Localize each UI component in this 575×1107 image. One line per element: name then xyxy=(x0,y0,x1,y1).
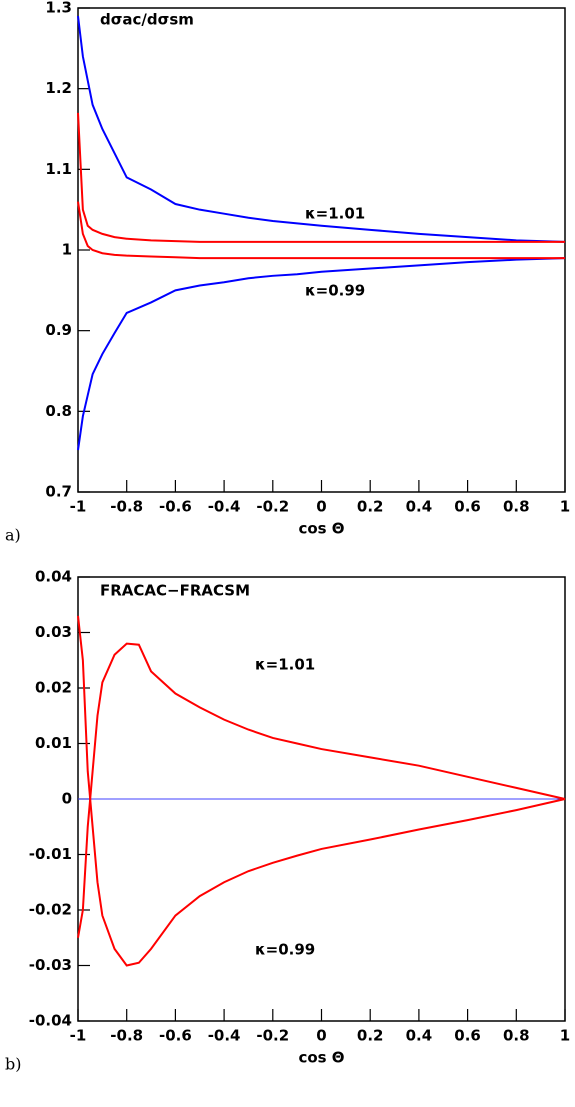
chart-title: dσac/dσsm xyxy=(100,11,194,29)
y-tick-label: 1 xyxy=(62,241,72,259)
x-tick-label: 0.6 xyxy=(454,1027,481,1045)
x-tick-label: -0.4 xyxy=(208,498,241,516)
x-tick-label: -0.8 xyxy=(110,498,143,516)
x-tick-label: -0.6 xyxy=(159,498,192,516)
y-tick-label: 0.9 xyxy=(45,321,72,339)
data-line xyxy=(77,642,566,938)
y-tick-label: -0.04 xyxy=(29,1012,72,1030)
annotation: κ=0.99 xyxy=(255,941,315,959)
y-tick-label: 0.01 xyxy=(35,734,72,752)
x-tick-label: -0.4 xyxy=(208,1027,241,1045)
x-axis-label: cos Θ xyxy=(298,520,344,538)
data-line xyxy=(77,112,565,243)
panel-label: a) xyxy=(5,526,21,545)
x-axis-label: cos Θ xyxy=(298,1049,344,1067)
x-tick-label: 0.8 xyxy=(503,1027,530,1045)
plot-frame xyxy=(77,7,566,493)
annotation: κ=0.99 xyxy=(305,282,365,300)
x-tick-label: 1 xyxy=(560,1027,570,1045)
x-tick-label: -1 xyxy=(70,498,87,516)
x-tick-label: 0.8 xyxy=(503,498,530,516)
x-tick-label: 0.6 xyxy=(454,498,481,516)
x-tick-label: -1 xyxy=(70,1027,87,1045)
y-tick-label: 1.1 xyxy=(45,160,72,178)
data-line xyxy=(77,15,566,243)
x-tick-label: -0.2 xyxy=(256,1027,289,1045)
y-tick-label: -0.02 xyxy=(29,901,72,919)
y-tick-label: 0.03 xyxy=(35,623,72,641)
x-tick-label: 0.2 xyxy=(357,498,384,516)
chart-title: FRACAC−FRACSM xyxy=(100,582,250,600)
x-tick-label: 0.2 xyxy=(357,1027,384,1045)
y-tick-label: 0 xyxy=(62,790,72,808)
x-tick-label: 0 xyxy=(316,498,326,516)
x-tick-label: 0 xyxy=(316,1027,326,1045)
y-tick-label: 0.04 xyxy=(35,568,72,586)
x-tick-label: 0.4 xyxy=(406,498,433,516)
y-tick-label: -0.01 xyxy=(29,845,72,863)
annotation: κ=1.01 xyxy=(305,205,365,223)
y-tick-label: 0.7 xyxy=(45,483,72,501)
x-tick-label: 1 xyxy=(560,498,570,516)
y-tick-label: 0.02 xyxy=(35,679,72,697)
x-tick-label: -0.8 xyxy=(110,1027,143,1045)
y-tick-label: 1.3 xyxy=(45,0,72,17)
panel-label: b) xyxy=(5,1055,21,1074)
y-tick-label: 1.2 xyxy=(45,79,72,97)
data-line xyxy=(77,257,566,451)
x-tick-label: -0.6 xyxy=(159,1027,192,1045)
data-line xyxy=(77,615,566,967)
annotation: κ=1.01 xyxy=(255,656,315,674)
y-tick-label: -0.03 xyxy=(29,956,72,974)
data-line xyxy=(77,201,565,260)
x-tick-label: -0.2 xyxy=(256,498,289,516)
x-tick-label: 0.4 xyxy=(406,1027,433,1045)
y-tick-label: 0.8 xyxy=(45,402,72,420)
